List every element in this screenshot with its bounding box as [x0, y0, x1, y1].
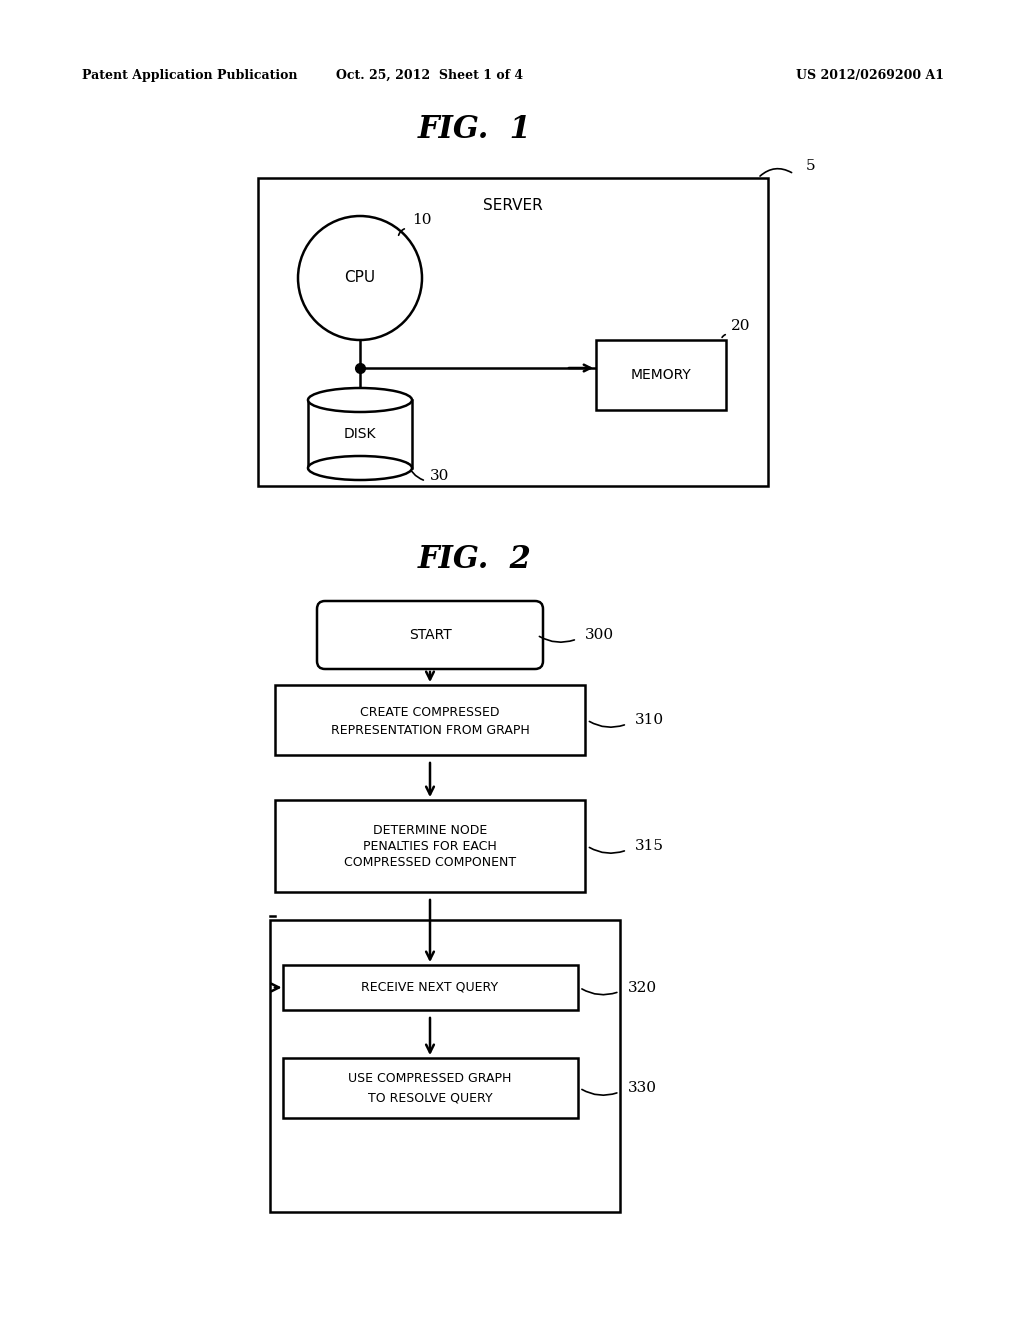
Text: US 2012/0269200 A1: US 2012/0269200 A1	[796, 69, 944, 82]
Text: 30: 30	[430, 469, 450, 483]
Text: 20: 20	[731, 319, 751, 333]
Text: FIG.  2: FIG. 2	[418, 544, 531, 576]
Text: COMPRESSED COMPONENT: COMPRESSED COMPONENT	[344, 855, 516, 869]
Text: DISK: DISK	[344, 426, 376, 441]
Text: 310: 310	[635, 713, 665, 727]
Text: FIG.  1: FIG. 1	[418, 115, 531, 145]
Text: MEMORY: MEMORY	[631, 368, 691, 381]
FancyBboxPatch shape	[258, 178, 768, 486]
FancyBboxPatch shape	[275, 685, 585, 755]
Text: REPRESENTATION FROM GRAPH: REPRESENTATION FROM GRAPH	[331, 723, 529, 737]
FancyBboxPatch shape	[317, 601, 543, 669]
Text: Oct. 25, 2012  Sheet 1 of 4: Oct. 25, 2012 Sheet 1 of 4	[337, 69, 523, 82]
Text: CREATE COMPRESSED: CREATE COMPRESSED	[360, 706, 500, 719]
FancyBboxPatch shape	[283, 965, 578, 1010]
Text: 10: 10	[412, 213, 431, 227]
Text: DETERMINE NODE: DETERMINE NODE	[373, 824, 487, 837]
Text: RECEIVE NEXT QUERY: RECEIVE NEXT QUERY	[361, 981, 499, 994]
Text: USE COMPRESSED GRAPH: USE COMPRESSED GRAPH	[348, 1072, 512, 1085]
FancyBboxPatch shape	[270, 920, 620, 1212]
Text: 315: 315	[635, 840, 664, 853]
FancyBboxPatch shape	[596, 341, 726, 411]
Text: START: START	[409, 628, 452, 642]
Text: 5: 5	[806, 158, 816, 173]
Circle shape	[298, 216, 422, 341]
Text: CPU: CPU	[344, 271, 376, 285]
FancyBboxPatch shape	[275, 800, 585, 892]
Ellipse shape	[308, 388, 412, 412]
Text: Patent Application Publication: Patent Application Publication	[82, 69, 298, 82]
Text: 330: 330	[628, 1081, 656, 1096]
Bar	[308, 400, 412, 469]
Text: SERVER: SERVER	[483, 198, 543, 214]
Text: 320: 320	[628, 981, 656, 994]
Text: TO RESOLVE QUERY: TO RESOLVE QUERY	[368, 1092, 493, 1105]
FancyBboxPatch shape	[283, 1059, 578, 1118]
Text: PENALTIES FOR EACH: PENALTIES FOR EACH	[364, 840, 497, 853]
Ellipse shape	[308, 455, 412, 480]
Text: 300: 300	[585, 628, 614, 642]
